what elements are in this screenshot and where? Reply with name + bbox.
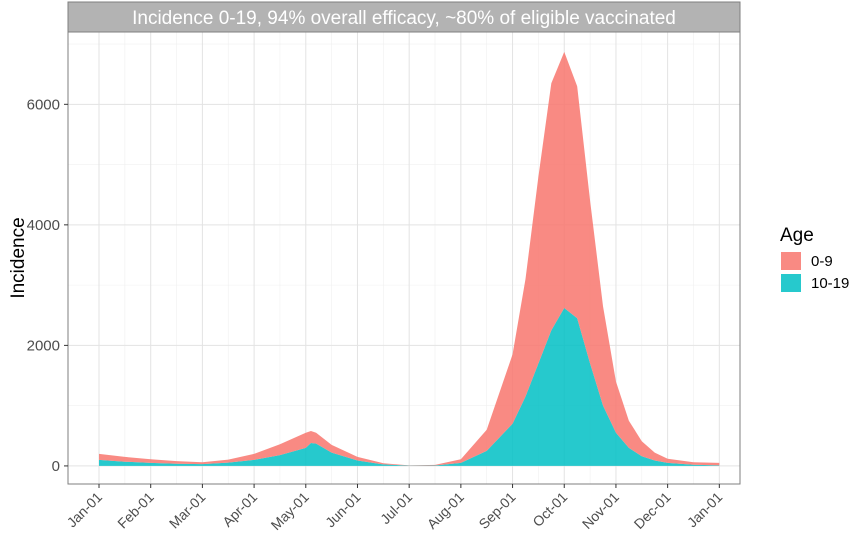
x-tick-label: Oct-01 xyxy=(529,489,570,530)
grid xyxy=(68,32,740,484)
y-tick-label: 4000 xyxy=(27,217,60,234)
legend-label-10-19: 10-19 xyxy=(811,275,849,292)
x-tick-label: Dec-01 xyxy=(631,489,674,532)
y-tick-label: 2000 xyxy=(27,337,60,354)
x-tick-label: May-01 xyxy=(268,489,312,533)
x-tick-label: Feb-01 xyxy=(114,489,157,532)
x-tick-label: Apr-01 xyxy=(219,489,260,530)
chart-title: Incidence 0-19, 94% overall efficacy, ~8… xyxy=(132,8,676,29)
panel-border xyxy=(67,31,741,485)
legend-label-0-9: 0-9 xyxy=(811,253,833,270)
x-tick-label: Aug-01 xyxy=(424,489,467,532)
areas xyxy=(99,51,720,466)
area-series-10-19 xyxy=(99,308,720,466)
x-tick-label: Sep-01 xyxy=(475,489,518,532)
x-tick-label: Jul-01 xyxy=(377,489,415,527)
legend-swatch-0-9 xyxy=(781,252,801,270)
y-tick-label: 0 xyxy=(52,458,60,475)
legend: Age 0-9 10-19 xyxy=(780,225,849,292)
x-tick-label: Jan-01 xyxy=(64,489,106,531)
x-tick-label: Nov-01 xyxy=(579,489,622,532)
y-tick-label: 6000 xyxy=(27,96,60,113)
x-tick-label: Mar-01 xyxy=(166,489,209,532)
legend-swatch-10-19 xyxy=(781,274,801,292)
area-series-0-9 xyxy=(99,51,720,466)
x-tick-label: Jan-01 xyxy=(684,489,726,531)
facet-strip xyxy=(67,1,741,33)
legend-title: Age xyxy=(780,225,814,246)
x-axis: Jan-01 Feb-01 Mar-01 Apr-01 May-01 Jun-01 Jul-… xyxy=(64,484,726,533)
x-tick-label: Jun-01 xyxy=(322,489,364,531)
y-axis-label: Incidence xyxy=(8,217,29,298)
y-axis: 0 2000 4000 6000 xyxy=(27,96,68,475)
